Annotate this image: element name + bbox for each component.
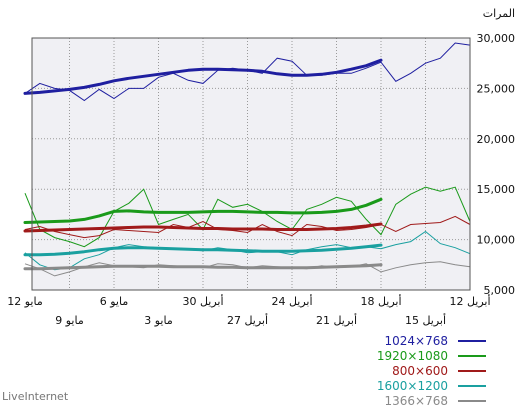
brand-label: LiveInternet [2, 390, 69, 403]
legend-entry: 800×600 [392, 364, 486, 378]
y-tick-label: 30,000 [477, 32, 516, 45]
series-trend-line [23, 58, 383, 95]
legend-label: 1366×768 [385, 394, 449, 405]
legend-entry: 1600×1200 [377, 379, 486, 393]
y-axis-label: المرات [483, 7, 515, 20]
x-tick-label: 18 أبريل [360, 294, 401, 308]
legend-label: 800×600 [392, 364, 448, 378]
series [23, 215, 471, 239]
legend-entry: 1024×768 [385, 334, 486, 348]
legend-entry: 1920×1080 [377, 349, 486, 363]
legend-label: 1600×1200 [377, 379, 448, 393]
series-line [24, 215, 471, 239]
legend-label: 1920×1080 [377, 349, 448, 363]
x-tick-label: 21 أبريل [316, 313, 357, 327]
series [23, 186, 471, 248]
series-trend-line [23, 197, 383, 224]
legend-entry: 1366×768 [385, 394, 486, 405]
series-layer [23, 42, 471, 277]
series-line [24, 186, 471, 248]
legend: 1024×7681920×1080800×6001600×12001366×76… [377, 334, 486, 405]
legend-label: 1024×768 [385, 334, 449, 348]
series-trend-line [23, 263, 383, 271]
x-tick-label: 30 أبريل [182, 294, 223, 308]
x-tick-label: 9 مايو [55, 314, 84, 327]
y-tick-label: 15,000 [477, 183, 516, 196]
series [23, 42, 471, 102]
x-tick-label: 6 مايو [100, 295, 129, 308]
x-tick-label: 24 أبريل [271, 294, 312, 308]
y-tick-label: 10,000 [477, 234, 516, 247]
x-tick-label: 12 أبريل [449, 294, 490, 308]
x-tick-label: 27 أبريل [227, 313, 268, 327]
series-trend-line [23, 243, 383, 257]
y-tick-label: 20,000 [477, 133, 516, 146]
x-tick-label: 12 مايو [7, 295, 43, 308]
series [23, 230, 471, 271]
y-tick-label: 5,000 [484, 284, 516, 297]
x-tick-labels: 12 مايو 9 مايو 6 مايو 3 مايو 30 أبريل 27 أبري… [7, 294, 490, 327]
y-tick-labels: 5,000 10,000 15,000 20,000 25,000 30,000 [477, 32, 516, 297]
series [23, 261, 471, 277]
series-trend-line [23, 222, 383, 233]
x-tick-label: 15 أبريل [405, 313, 446, 327]
plot-frame [31, 37, 471, 291]
y-tick-label: 25,000 [477, 82, 516, 95]
series-line [24, 230, 471, 271]
x-tick-label: 3 مايو [144, 314, 173, 327]
